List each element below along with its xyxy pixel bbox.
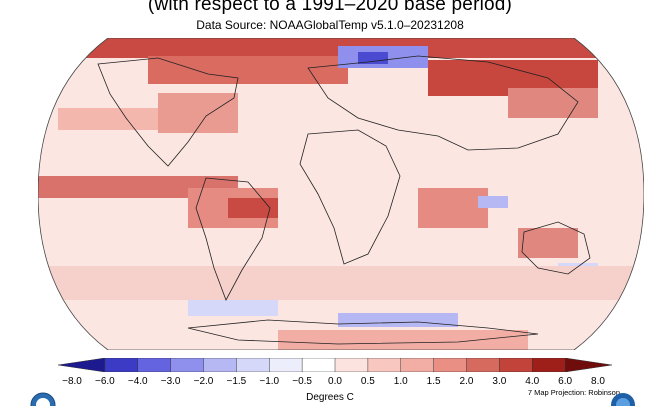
south-america-outline xyxy=(195,177,271,301)
africa-outline xyxy=(299,129,401,265)
eurasia-outline xyxy=(307,55,579,151)
colorbar-tick-label: −1.0 xyxy=(259,376,280,387)
temperature-colorbar xyxy=(58,358,612,372)
north-atlantic-warm xyxy=(158,93,238,133)
southern-ocean-band xyxy=(38,266,644,300)
colorbar-segment xyxy=(301,358,336,372)
north-america-outline xyxy=(97,57,239,167)
antarctica-outline xyxy=(187,319,539,345)
colorbar-tick-label: −2.0 xyxy=(193,376,214,387)
colorbar-tick-label: 1.0 xyxy=(393,376,408,387)
colorbar-segment xyxy=(236,358,270,372)
colorbar-tick-label: 8.0 xyxy=(591,376,605,387)
colorbar-tick-label: −0.5 xyxy=(292,376,312,387)
colorbar-tick-label: −3.0 xyxy=(160,376,181,387)
colorbar-tick-label: 2.0 xyxy=(459,376,474,387)
siberia-cold-core xyxy=(358,52,388,64)
colorbar-segment xyxy=(137,358,172,372)
noaa-logo xyxy=(30,392,56,406)
colorbar-segment xyxy=(433,358,468,372)
ncei-logo xyxy=(610,392,636,406)
colorbar-segment xyxy=(269,358,303,372)
world-anomaly-map xyxy=(37,37,645,351)
south-atlantic-cool xyxy=(188,300,278,316)
colorbar-tick-label: −1.5 xyxy=(226,376,247,387)
brazil-hot-core xyxy=(228,198,278,218)
colorbar-tick-label: −4.0 xyxy=(127,376,148,387)
colorbar-segment xyxy=(532,358,566,372)
east-asia-warm xyxy=(508,88,598,118)
colorbar-tick-label: −6.0 xyxy=(95,376,115,387)
colorbar-segment xyxy=(367,358,402,372)
colorbar-segment xyxy=(466,358,501,372)
australia-warm xyxy=(518,228,578,258)
robinson-map-svg xyxy=(37,37,645,351)
map-subtitle: (with respect to a 1991–2020 base period… xyxy=(147,0,513,15)
colorbar-segment xyxy=(499,358,533,372)
colorbar-tick-label: 6.0 xyxy=(558,376,573,387)
indian-ocean-warm xyxy=(418,188,488,228)
colorbar-units-label: Degrees C xyxy=(306,392,354,403)
colorbar-segment xyxy=(400,358,435,372)
antarctica-warm xyxy=(278,330,528,350)
colorbar-segment xyxy=(104,358,139,372)
projection-label: 7 Map Projection: Robinson xyxy=(527,388,620,397)
colorbar-tick-label: 0.5 xyxy=(360,376,375,387)
colorbar-segment xyxy=(334,358,369,372)
north-pacific-mild xyxy=(58,108,158,130)
north-america-warm xyxy=(148,56,348,84)
colorbar-tick-label: 0.0 xyxy=(328,376,342,387)
colorbar-tick-label: 4.0 xyxy=(525,376,540,387)
colorbar-segment xyxy=(170,358,205,372)
data-source-label: Data Source: NOAAGlobalTemp v5.1.0–20231… xyxy=(196,18,464,32)
colorbar-segment xyxy=(58,358,106,372)
colorbar-segment xyxy=(203,358,238,372)
antarctic-coast-cool xyxy=(338,313,458,327)
colorbar-segment xyxy=(564,358,612,372)
australia-outline xyxy=(521,221,591,275)
colorbar-tick-label: 1.5 xyxy=(426,376,441,387)
maritime-continent-cool xyxy=(478,196,508,208)
colorbar-tick-label: −8.0 xyxy=(62,376,82,387)
colorbar-tick-label: 3.0 xyxy=(492,376,507,387)
